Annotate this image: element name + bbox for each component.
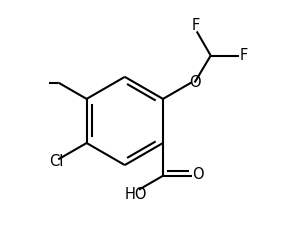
Text: O: O <box>192 167 204 182</box>
Text: O: O <box>189 75 200 90</box>
Text: HO: HO <box>124 187 147 202</box>
Text: F: F <box>240 48 248 62</box>
Text: Cl: Cl <box>49 154 63 169</box>
Text: F: F <box>191 18 200 34</box>
